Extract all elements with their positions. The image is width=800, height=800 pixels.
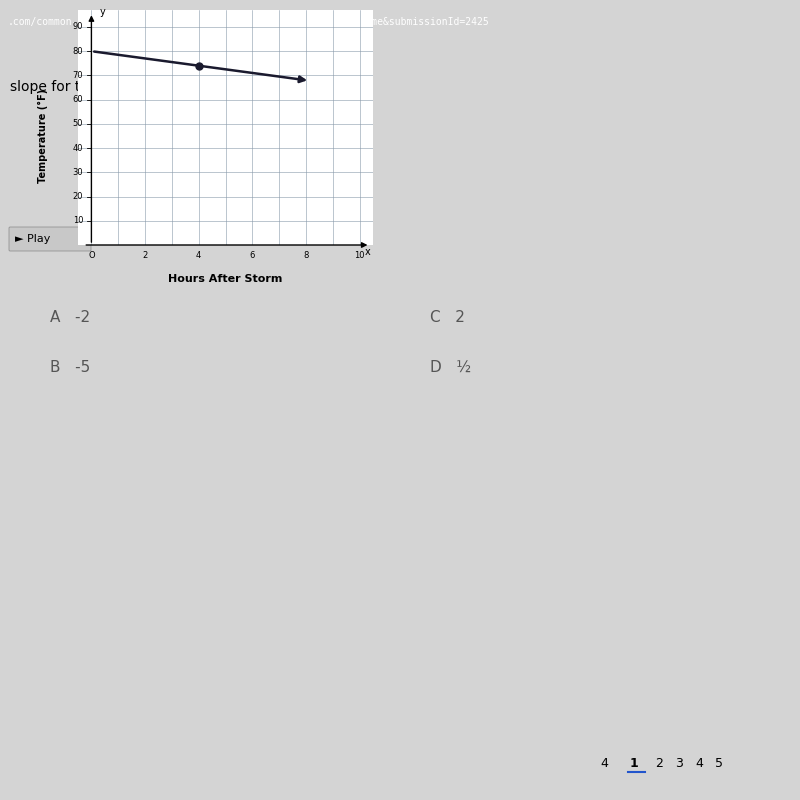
Text: 1: 1 [630, 757, 638, 770]
Text: 5: 5 [715, 757, 723, 770]
Text: 80: 80 [73, 46, 83, 56]
Text: 2: 2 [142, 251, 148, 260]
Text: 40: 40 [73, 143, 83, 153]
Text: 90: 90 [73, 22, 83, 31]
Text: Temperature (°F): Temperature (°F) [38, 89, 48, 183]
Text: C   2: C 2 [430, 310, 465, 325]
Text: 4: 4 [600, 757, 608, 770]
Text: ► Play: ► Play [15, 234, 50, 244]
FancyBboxPatch shape [9, 227, 91, 251]
Text: x: x [365, 247, 370, 258]
Text: 10: 10 [354, 251, 365, 260]
Text: 20: 20 [73, 192, 83, 201]
Text: 4: 4 [695, 757, 703, 770]
Text: 3: 3 [675, 757, 683, 770]
Text: A   -2: A -2 [50, 310, 90, 325]
Text: Hours After Storm: Hours After Storm [168, 274, 282, 284]
Text: 2: 2 [655, 757, 663, 770]
Text: 50: 50 [73, 119, 83, 128]
Text: 30: 30 [73, 168, 83, 177]
Text: .com/common-assessment-delivery/start/3262650127?action=onresume&submissionId=24: .com/common-assessment-delivery/start/32… [8, 17, 490, 26]
Text: 6: 6 [250, 251, 255, 260]
Text: D   ½: D ½ [430, 360, 471, 375]
Text: y: y [99, 7, 106, 18]
Text: O: O [88, 251, 94, 260]
Text: 4: 4 [196, 251, 202, 260]
Text: 8: 8 [303, 251, 309, 260]
Text: 60: 60 [73, 95, 83, 104]
Text: slope for the change in temperature?: slope for the change in temperature? [10, 80, 270, 94]
Text: 10: 10 [73, 216, 83, 226]
Text: 70: 70 [73, 71, 83, 80]
Text: B   -5: B -5 [50, 360, 90, 375]
